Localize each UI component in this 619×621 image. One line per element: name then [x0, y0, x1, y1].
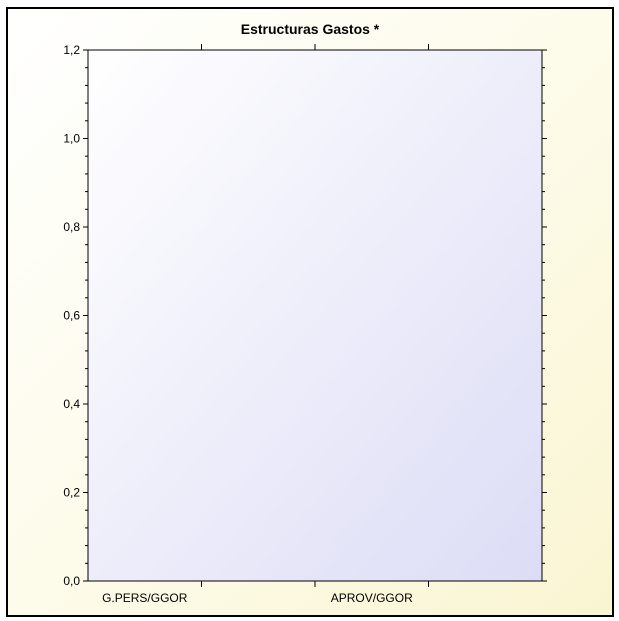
y-tick-label: 0,6	[63, 309, 80, 323]
y-tick-label: 0,0	[63, 574, 80, 588]
y-tick-label: 1,0	[63, 132, 80, 146]
x-tick-label: APROV/GGOR	[331, 591, 413, 605]
plot-area	[87, 49, 543, 582]
x-tick-label: G.PERS/GGOR	[102, 591, 188, 605]
x-axis: G.PERS/GGOR APROV/GGOR	[102, 44, 429, 605]
y-tick-label: 0,4	[63, 397, 80, 411]
y-tick-label: 0,2	[63, 486, 80, 500]
chart-title: Estructuras Gastos *	[240, 21, 380, 37]
y-tick-label: 0,8	[63, 220, 80, 234]
y-tick-label: 1,2	[63, 43, 80, 57]
chart-svg: 0,0 0,2 0,4 0,6 0,8 1,0 1,2 G.PERS/GGOR APROV/G…	[63, 43, 547, 605]
y-axis: 0,0 0,2 0,4 0,6 0,8 1,0 1,2	[63, 43, 547, 588]
chart-frame: Estructuras Gastos * 0,0 0,2 0,4 0,6 0,8 1,0 1…	[6, 7, 614, 617]
